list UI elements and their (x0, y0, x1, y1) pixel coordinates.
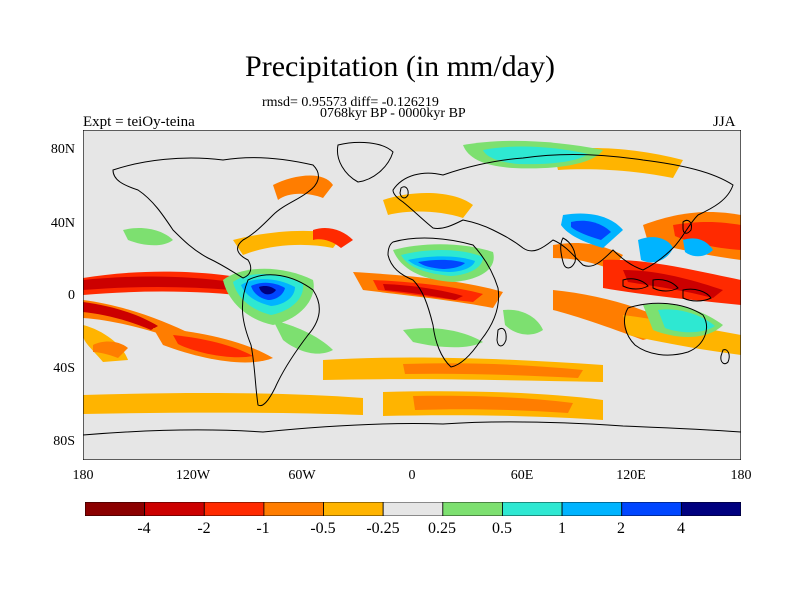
colorbar-label: 0.5 (492, 520, 512, 537)
plot-title: Precipitation (in mm/day) (245, 50, 555, 83)
colorbar-swatch (680, 502, 741, 516)
lon-tick-label: 60E (510, 468, 534, 483)
colorbar-swatch (561, 502, 623, 516)
colorbar-label: -4 (137, 520, 151, 537)
colorbar-label: -0.25 (366, 520, 400, 537)
lon-tick-label: 120W (175, 468, 211, 483)
stats-label: rmsd= 0.95573 diff= -0.126219 (262, 95, 439, 110)
lat-tick-label: 80S (53, 434, 75, 449)
colorbar-label: -0.5 (310, 520, 336, 537)
coastlines (83, 141, 741, 436)
colorbar-swatch (263, 502, 324, 516)
wet-anomalies (123, 140, 723, 354)
precipitation-map (83, 130, 741, 460)
lon-tick-label: 120E (616, 468, 646, 483)
colorbar-label: 4 (677, 520, 685, 537)
colorbar-swatch (621, 502, 682, 516)
colorbar-label: -2 (197, 520, 211, 537)
anomaly-fills (83, 148, 741, 420)
lat-tick-label: 40N (50, 216, 75, 231)
colorbar-label: 0.25 (428, 520, 456, 537)
colorbar-swatch (323, 502, 384, 516)
colorbar-swatch (382, 502, 444, 516)
colorbar-swatch (502, 502, 563, 516)
lon-tick-label: 60W (288, 468, 316, 483)
lat-tick-label: 80N (50, 142, 75, 157)
experiment-label: Expt = teiOy-teina (83, 114, 195, 130)
colorbar-swatch (442, 502, 503, 516)
colorbar (85, 502, 741, 516)
period-label: 0768kyr BP - 0000kyr BP (320, 106, 466, 121)
colorbar-swatch (144, 502, 205, 516)
colorbar-label: -1 (256, 520, 270, 537)
season-label: JJA (713, 114, 736, 130)
lon-tick-label: 180 (72, 468, 94, 483)
lat-tick-label: 0 (68, 288, 75, 303)
lon-tick-label: 180 (730, 468, 752, 483)
colorbar-swatch (85, 502, 146, 516)
colorbar-swatch (203, 502, 265, 516)
colorbar-label: 1 (558, 520, 566, 537)
lon-tick-label: 0 (408, 468, 416, 483)
lat-tick-label: 40S (53, 361, 75, 376)
colorbar-label: 2 (617, 520, 625, 537)
